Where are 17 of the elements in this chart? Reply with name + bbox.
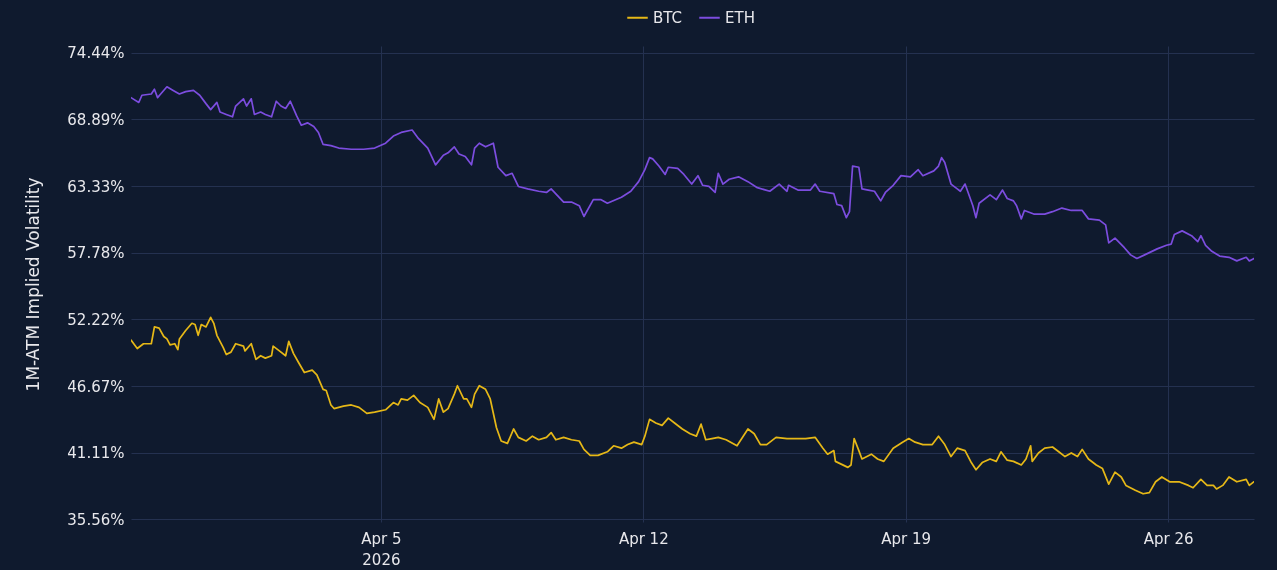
x-tick-label: Apr 26 xyxy=(1143,529,1194,548)
legend-label: ETH xyxy=(725,8,755,27)
y-tick-label: 35.56% xyxy=(67,510,125,529)
line-series xyxy=(131,316,1254,495)
y-tick-label: 46.67% xyxy=(67,377,125,396)
x-tick-label: Apr 5 2026 xyxy=(361,529,402,569)
y-tick-label: 52.22% xyxy=(67,310,125,329)
y-axis-title: 1M-ATM Implied Volatility xyxy=(23,177,44,392)
y-tick-label: 57.78% xyxy=(67,244,125,263)
legend-label: BTC xyxy=(653,8,683,27)
line-series xyxy=(131,85,1254,262)
y-tick-label: 68.89% xyxy=(67,110,125,129)
y-tick-label: 74.44% xyxy=(67,44,125,63)
x-tick-label: Apr 12 xyxy=(618,529,669,548)
x-tick-label: Apr 19 xyxy=(881,529,932,548)
y-tick-label: 41.11% xyxy=(67,444,125,463)
y-tick-label: 63.33% xyxy=(67,177,125,196)
